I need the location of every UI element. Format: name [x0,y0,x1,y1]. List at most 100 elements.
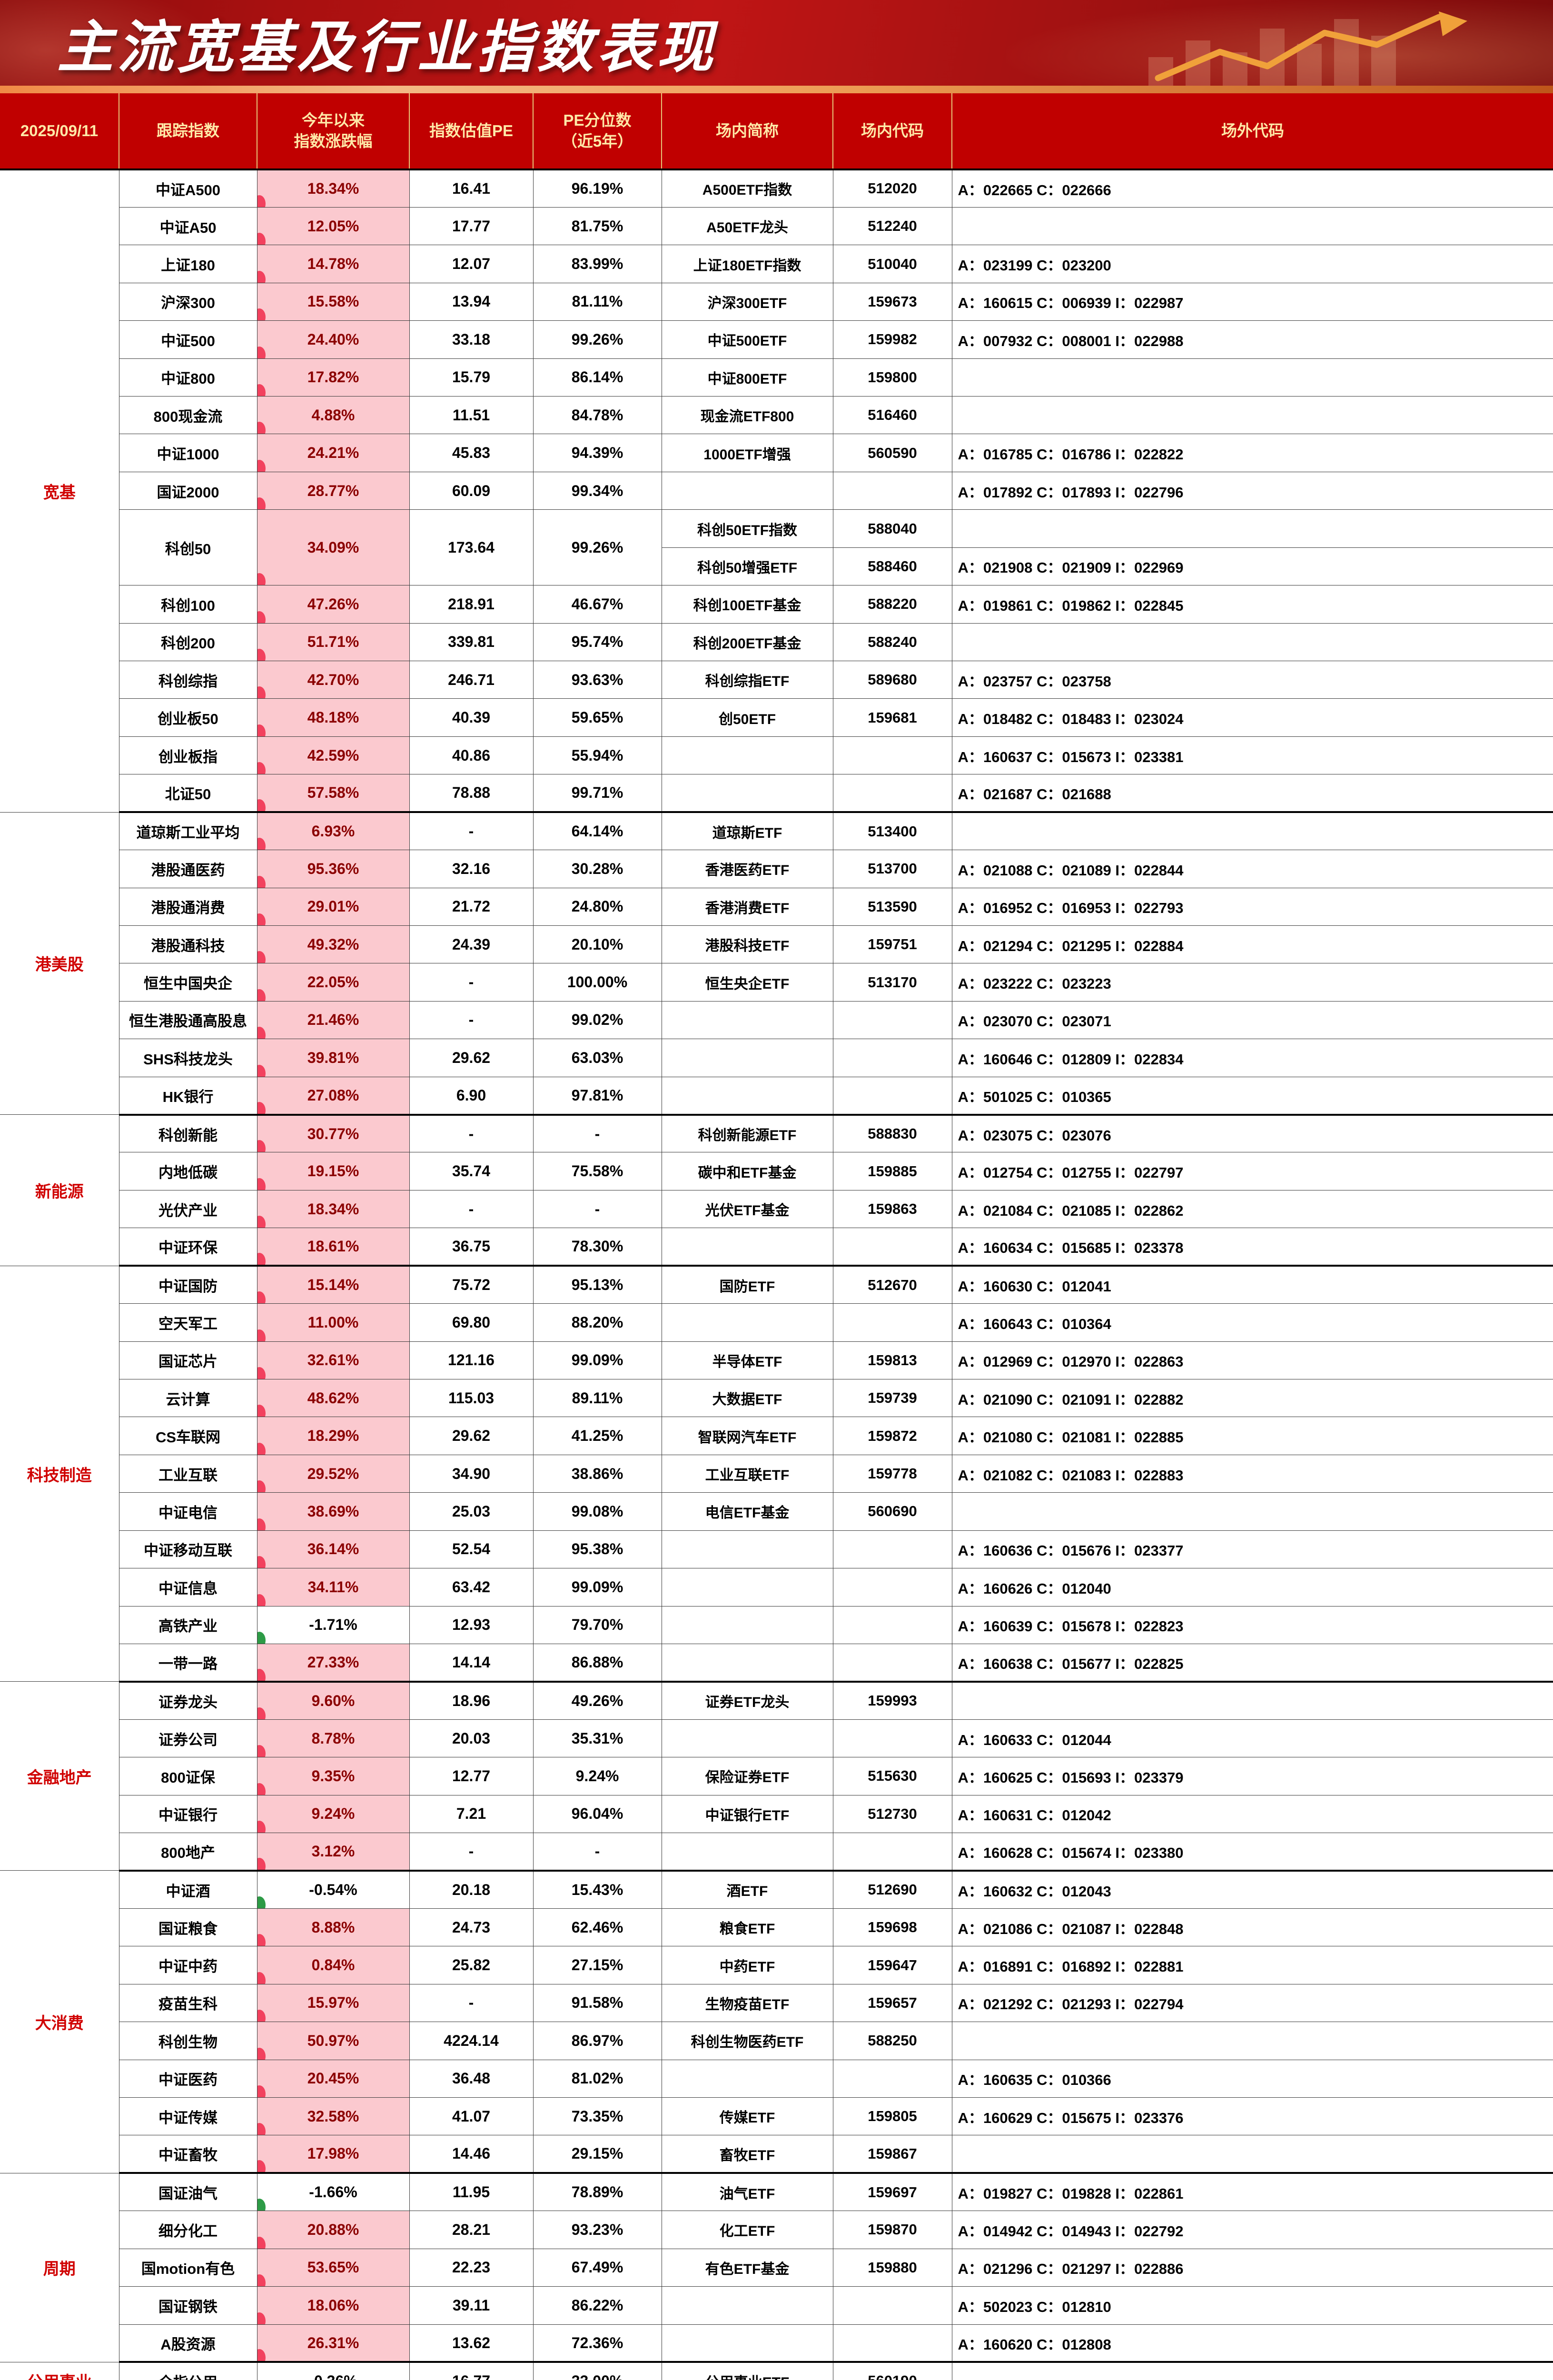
index-name: 中证环保 [119,1228,257,1267]
up-dot-icon [257,497,266,509]
pe-value: 40.39 [409,698,534,737]
pe-percentile-value: 59.65% [533,698,662,737]
pe-percentile-value: 35.31% [533,1719,662,1758]
index-name: 国证油气 [119,2172,257,2211]
pe-percentile-value: 96.19% [533,169,662,208]
table-row: 中证环保 18.61% 36.75 78.30% A：160634 C：015685 I… [0,1228,1553,1267]
index-name: 科创50 [119,509,257,586]
otc-code [951,1681,1553,1720]
index-name: 证券公司 [119,1719,257,1758]
table-row: 周期 国证油气 -1.66% 11.95 78.89% 油气ETF 159697 A：0198… [0,2172,1553,2362]
otc-code: A：160626 C：012040 [951,1568,1553,1606]
table-row: 科创生物 50.97% 4224.14 86.97% 科创生物医药ETF 588250 [0,2022,1553,2060]
pe-percentile-value: 78.30% [533,1228,662,1267]
etf-short-name [661,1076,833,1116]
pe-percentile-value: - [533,1833,662,1872]
pe-value: 17.77 [409,207,534,246]
change-value: 32.58% [307,2107,359,2125]
up-dot-icon [257,875,266,888]
table-row: 港股通消费 29.01% 21.72 24.80% 香港消费ETF 513590 A：016… [0,887,1553,926]
change-cell: 26.31% [257,2324,410,2363]
pe-percentile-value: 95.13% [533,1265,662,1304]
etf-short-name: 光伏ETF基金 [661,1190,833,1229]
pe-percentile-value: 88.20% [533,1303,662,1342]
etf-short-name: 科创100ETF基金 [661,585,833,624]
header-percentile: PE分位数 （近5年） [533,93,662,169]
banner-bottom-bar [0,86,1553,93]
change-cell: 29.01% [257,887,410,926]
pe-percentile-value: 99.34% [533,471,662,510]
otc-code: A：016891 C：016892 I：022881 [951,1946,1553,1984]
index-name: 港股通消费 [119,887,257,926]
pe-percentile-value: 95.38% [533,1530,662,1569]
otc-code: A：012969 C：012970 I：022863 [951,1341,1553,1380]
otc-code: A：014942 C：014943 I：022792 [951,2211,1553,2249]
table-row: 中证电信 38.69% 25.03 99.08% 电信ETF基金 560690 [0,1492,1553,1531]
etf-short-name [661,471,833,510]
etf-code: 512020 [832,169,952,208]
index-name: 光伏产业 [119,1190,257,1229]
pe-percentile-value: 95.74% [533,623,662,661]
pe-value: 121.16 [409,1341,534,1380]
change-value: 48.62% [307,1389,359,1407]
change-cell: 17.82% [257,358,410,397]
pe-value: 69.80 [409,1303,534,1342]
otc-code: A：007932 C：008001 I：022988 [951,320,1553,359]
change-cell: 48.18% [257,698,410,737]
pe-percentile-value: 79.70% [533,1606,662,1644]
table-row: 疫苗生科 15.97% -91.58% 生物疫苗ETF 159657 A：021292 C… [0,1983,1553,2023]
up-dot-icon [257,724,266,736]
pe-percentile-value: 93.63% [533,660,662,699]
pe-value: 339.81 [409,623,534,661]
etf-short-name: 国防ETF [661,1265,833,1304]
otc-code: A：160615 C：006939 I：022987 [951,282,1553,321]
change-cell: 14.78% [257,245,410,283]
pe-value: 115.03 [409,1378,534,1418]
change-value: 17.82% [307,368,359,386]
etf-code [832,1001,952,1040]
index-name: 沪深300 [119,282,257,321]
pe-value: - [409,1983,534,2023]
etf-short-name: 酒ETF [661,1870,833,1909]
change-value: 47.26% [307,595,359,613]
etf-code: 510040 [832,245,952,283]
pe-percentile-value: 20.10% [533,925,662,964]
pe-percentile-value: 67.49% [533,2248,662,2287]
change-value: 6.93% [311,823,355,840]
etf-code [832,1228,952,1267]
index-name: 中证中药 [119,1946,257,1984]
etf-short-name [661,1568,833,1606]
pe-value: 16.77 [409,2361,534,2380]
pe-value: 36.48 [409,2059,534,2098]
etf-short-name [661,1303,833,1342]
up-dot-icon [257,913,266,925]
change-cell: -1.71% [257,1606,410,1644]
change-cell: 8.88% [257,1908,410,1947]
index-name: 港股通科技 [119,925,257,964]
table-body: 宽基 中证A500 18.34% 16.41 96.19% A500ETF指数 512020… [0,169,1553,2380]
change-cell: 4.88% [257,396,410,435]
change-cell: 8.78% [257,1719,410,1758]
change-cell: 32.61% [257,1341,410,1380]
pe-percentile-value: 100.00% [533,963,662,1002]
otc-code [951,2135,1553,2174]
index-name: SHS科技龙头 [119,1039,257,1077]
header-percentile-line2: （近5年） [561,132,633,150]
pe-percentile-value: 93.23% [533,2211,662,2249]
pe-percentile-value: 99.26% [533,509,662,586]
otc-code: A：160636 C：015676 I：023377 [951,1530,1553,1569]
pe-percentile-value: 75.58% [533,1152,662,1190]
etf-code: 159778 [832,1454,952,1493]
up-dot-icon [257,1934,266,1946]
table-row: 北证50 57.58% 78.88 99.71% A：021687 C：021688 [0,774,1553,813]
up-dot-icon [257,346,266,358]
table-row: A股资源 26.31% 13.62 72.36% A：160620 C：012808 [0,2324,1553,2363]
change-cell: 15.14% [257,1265,410,1304]
etf-short-name: 半导体ETF [661,1341,833,1380]
etf-code: 159867 [832,2135,952,2174]
etf-short-name: 传媒ETF [661,2097,833,2136]
up-dot-icon [257,1518,266,1530]
up-dot-icon [257,1857,266,1869]
index-name: 全指公用 [119,2361,257,2380]
etf-code: 159880 [832,2248,952,2287]
